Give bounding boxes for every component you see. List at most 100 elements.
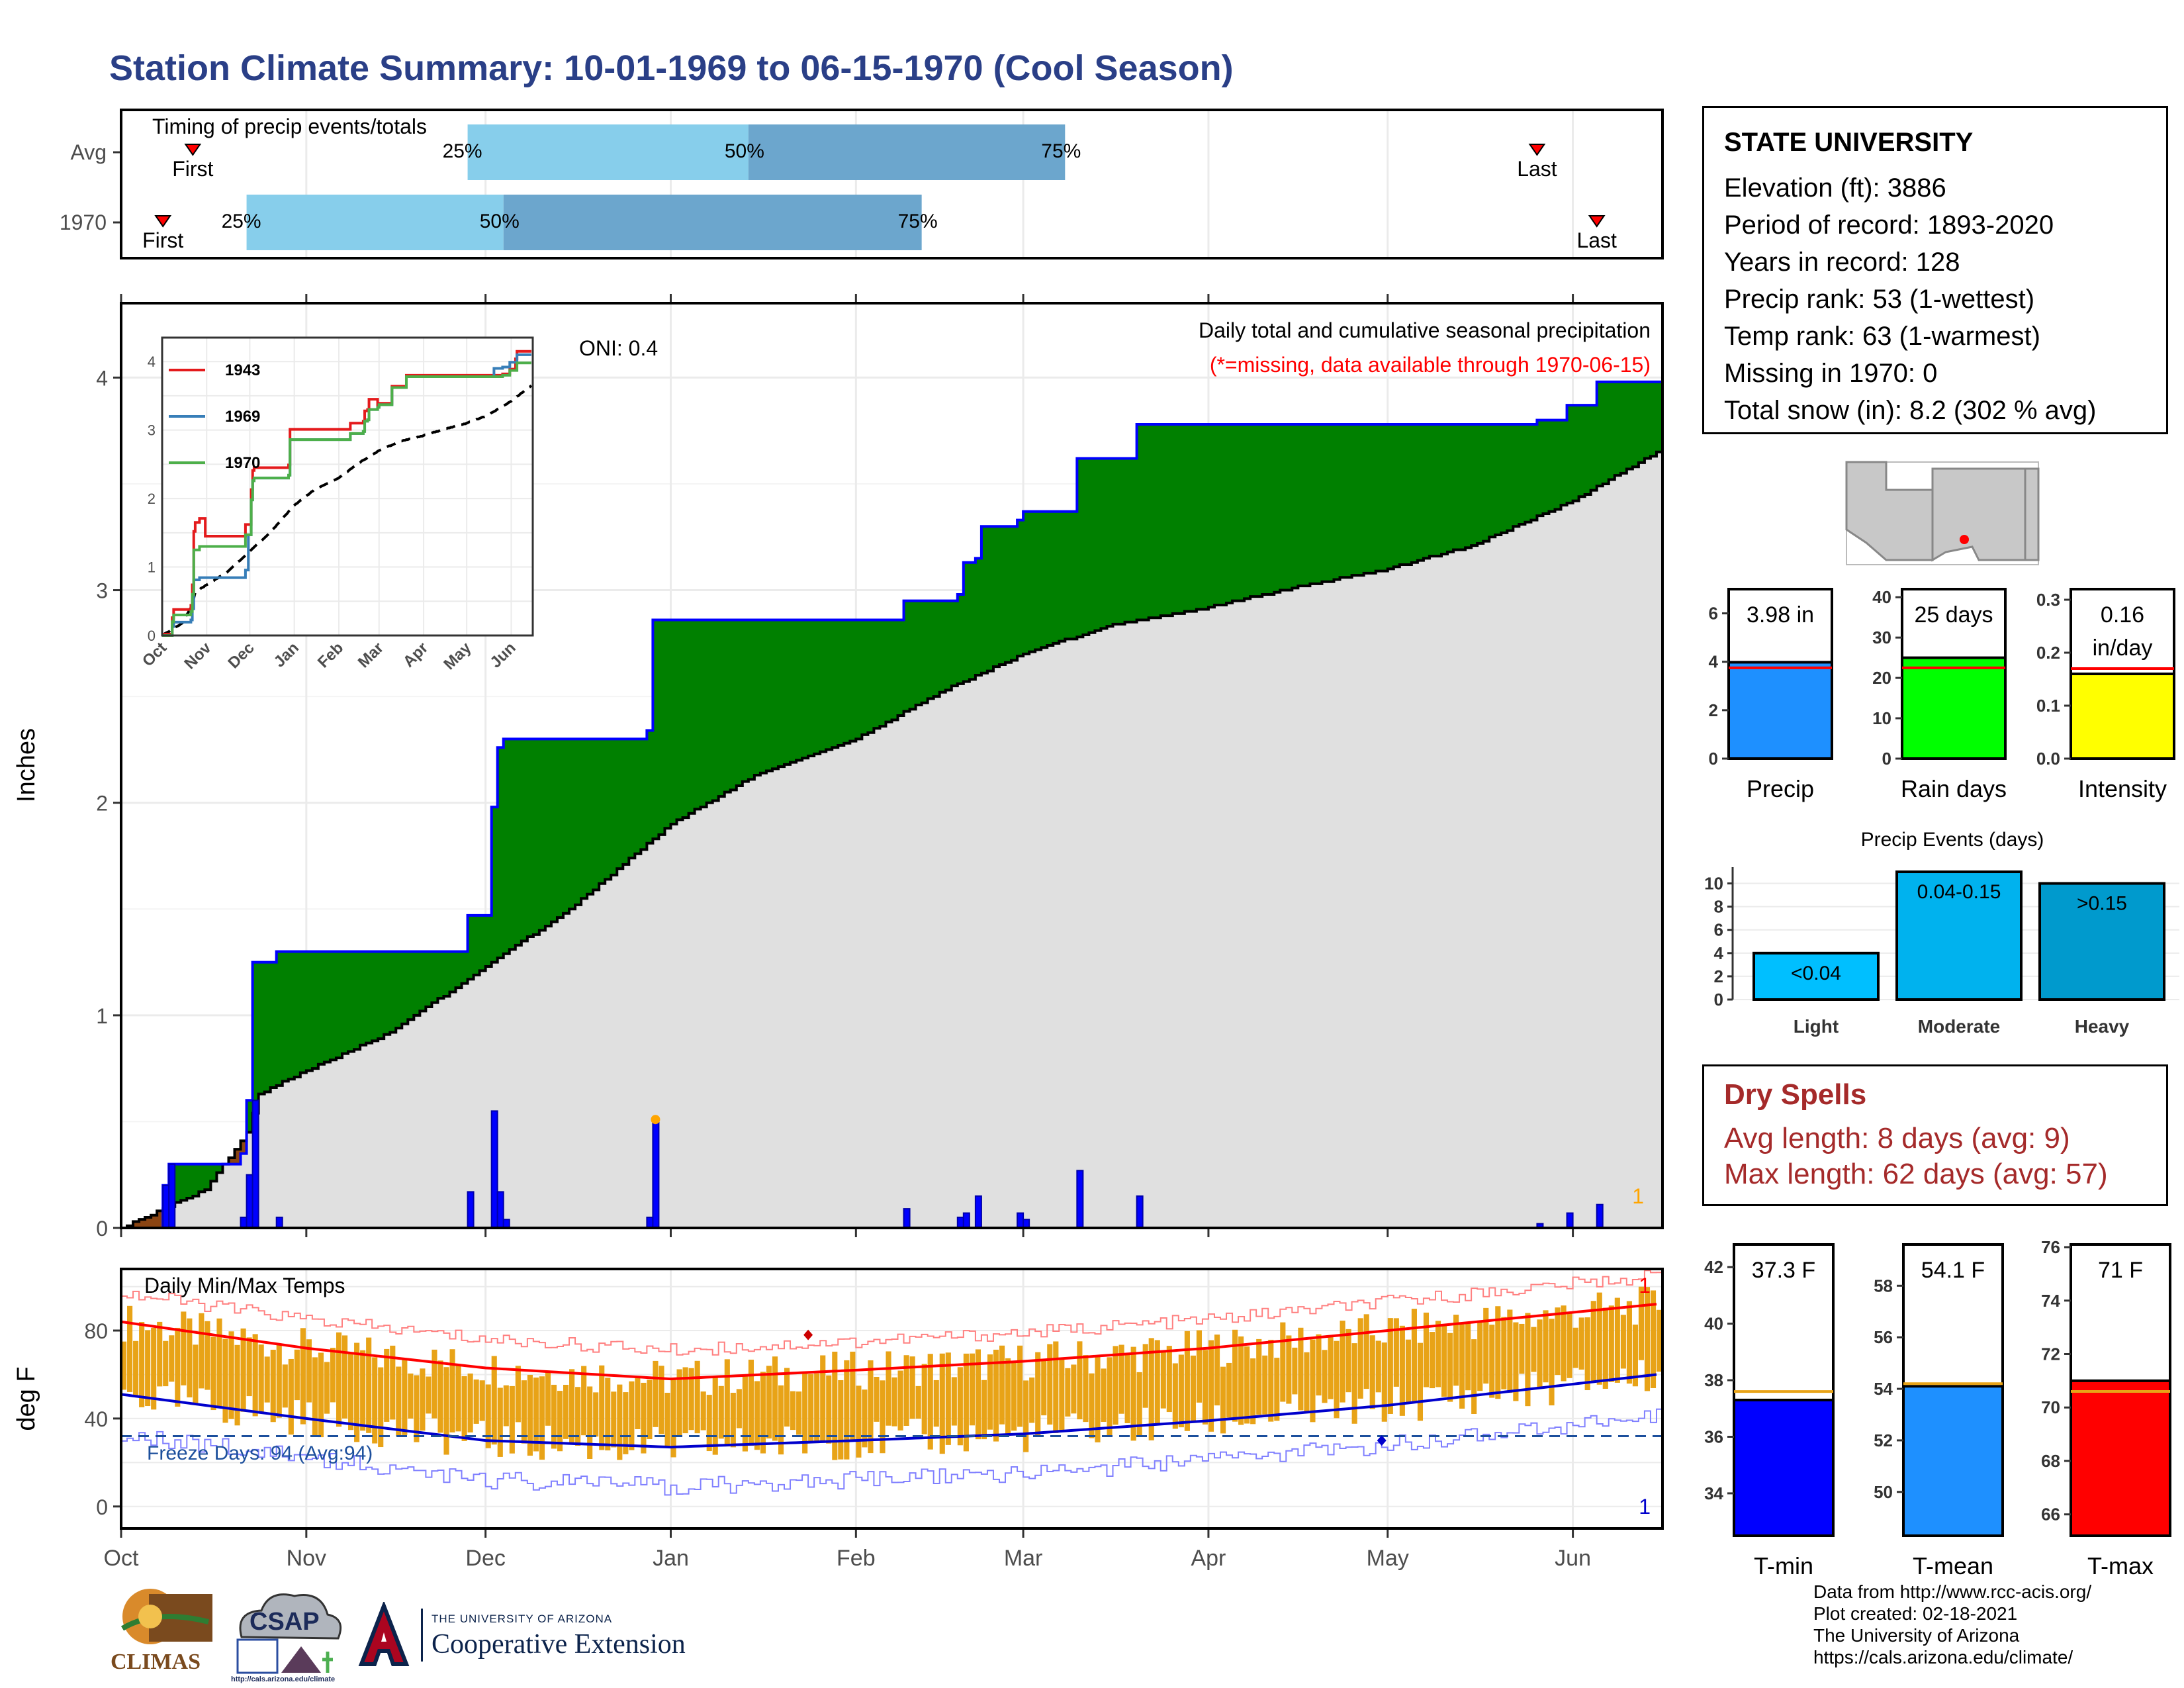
- daily-temp-bar: [497, 1387, 503, 1457]
- daily-temp-bar: [826, 1375, 832, 1444]
- daily-temp-bar: [1632, 1325, 1638, 1387]
- inset-bg: [162, 338, 533, 635]
- ua-extension-logo: THE UNIVERSITY OF ARIZONA Cooperative Ex…: [357, 1600, 748, 1668]
- daily-temp-bar: [1489, 1325, 1495, 1398]
- daily-temp-bar: [348, 1354, 354, 1430]
- daily-temp-bar: [1495, 1306, 1501, 1399]
- info-missing: Missing in 1970: 0: [1724, 359, 1938, 388]
- daily-temp-bar: [1572, 1327, 1578, 1368]
- daily-temp-bar: [366, 1337, 372, 1433]
- tmax-stat-tick-label: 68: [2041, 1451, 2060, 1471]
- daily-temp-bar: [856, 1385, 862, 1458]
- csap-logo-text: CSAP: [250, 1608, 320, 1636]
- daily-temp-bar: [1447, 1333, 1453, 1402]
- daily-temp-bar: [1077, 1341, 1083, 1420]
- daily-temp-bar: [312, 1357, 318, 1437]
- daily-temp-bar: [1166, 1346, 1172, 1413]
- daily-temp-bar: [1334, 1340, 1340, 1419]
- temp-ytick-label: 80: [84, 1319, 108, 1343]
- daily-temp-bar: [868, 1360, 874, 1454]
- daily-temp-bar: [820, 1355, 826, 1441]
- daily-temp-bar: [1148, 1338, 1154, 1440]
- timing-panel-frame: [120, 109, 1664, 259]
- timing-bar-25-50: [246, 195, 504, 250]
- timing-title: Timing of precip events/totals: [152, 115, 427, 138]
- daily-precip-bar: [1596, 1203, 1604, 1229]
- daily-temp-bar: [437, 1360, 443, 1433]
- daily-temp-bar: [706, 1395, 712, 1452]
- daily-temp-bar: [473, 1379, 479, 1424]
- daily-precip-bar: [496, 1191, 504, 1229]
- daily-precip-bar: [974, 1195, 982, 1229]
- daily-temp-bar: [1118, 1344, 1124, 1414]
- daily-temp-bar: [581, 1366, 587, 1436]
- daily-precip-bar: [1136, 1195, 1144, 1229]
- daily-temp-bar: [563, 1384, 569, 1439]
- daily-temp-bar: [1345, 1329, 1351, 1393]
- daily-temp-bar: [742, 1376, 748, 1452]
- missing-note: (*=missing, data available through 1970-…: [1210, 353, 1651, 377]
- daily-temp-bar: [181, 1311, 187, 1385]
- daily-temp-bar: [133, 1340, 139, 1397]
- daily-temp-bar: [1453, 1315, 1459, 1386]
- daily-temp-bar: [157, 1321, 163, 1387]
- daily-temp-bar: [1226, 1362, 1232, 1418]
- first-marker: [154, 215, 172, 228]
- daily-temp-bar: [1417, 1342, 1424, 1421]
- tmean-stat-tick-label: 50: [1874, 1482, 1893, 1502]
- oni-label: ONI: 0.4: [579, 336, 658, 360]
- daily-temp-bar: [682, 1367, 688, 1434]
- daily-temp-bar: [521, 1380, 527, 1444]
- daily-temp-bar: [1477, 1321, 1483, 1391]
- daily-temp-bar: [187, 1318, 193, 1397]
- daily-temp-bar: [1154, 1340, 1160, 1425]
- daily-precip-bar: [490, 1110, 498, 1229]
- daily-temp-bar: [449, 1349, 455, 1432]
- daily-temp-bar: [587, 1386, 593, 1459]
- tmean-stat-name-label: T-mean: [1913, 1552, 1993, 1579]
- daily-temp-bar: [1214, 1335, 1220, 1406]
- month-label: Nov: [287, 1546, 326, 1571]
- timing-p50-label: 50%: [480, 211, 520, 232]
- daily-temp-bar: [426, 1376, 432, 1414]
- daily-temp-bar: [378, 1367, 384, 1448]
- daily-temp-bar: [897, 1370, 903, 1430]
- daily-temp-bar: [1196, 1330, 1203, 1403]
- daily-temp-bar: [832, 1351, 838, 1460]
- daily-temp-bar: [909, 1356, 915, 1419]
- avg-cumulative-area: [121, 451, 1662, 1228]
- tmin-stat-name-label: T-min: [1754, 1552, 1813, 1579]
- tmin-stat-tick-label: 36: [1704, 1427, 1723, 1446]
- daily-temp-bar: [1351, 1343, 1357, 1424]
- precip-stat-tick-label: 0: [1709, 749, 1718, 769]
- daily-temp-bar: [199, 1313, 205, 1389]
- inset-ytick-label: 4: [148, 353, 156, 370]
- daily-temp-bar: [1142, 1344, 1148, 1408]
- precip-stat-tick-label: 4: [1709, 652, 1719, 672]
- dry-spells-max: Max length: 62 days (avg: 57): [1724, 1158, 2108, 1190]
- precip-ytick-label: 4: [96, 366, 108, 390]
- event-bar-label: <0.04: [1791, 962, 1841, 984]
- events-title: Precip Events (days): [1861, 829, 2044, 851]
- daily-temp-bar: [814, 1373, 820, 1444]
- timing-p50-label: 50%: [725, 140, 764, 162]
- daily-temp-bar: [700, 1391, 706, 1430]
- daily-temp-bar: [503, 1385, 509, 1427]
- daily-temp-bar: [790, 1391, 796, 1430]
- daily-temp-bar: [396, 1366, 402, 1436]
- daily-temp-bar: [617, 1384, 623, 1460]
- tmax-stat-value-label: 71 F: [2098, 1258, 2143, 1283]
- daily-temp-bar: [927, 1354, 933, 1450]
- daily-temp-bar: [736, 1389, 742, 1429]
- map-region-east: [2024, 467, 2040, 561]
- info-years: Years in record: 128: [1724, 248, 1960, 277]
- daily-temp-bar: [527, 1374, 533, 1456]
- daily-temp-bar: [1357, 1318, 1363, 1399]
- daily-temp-bar: [611, 1391, 617, 1448]
- daily-temp-bar: [1596, 1292, 1602, 1385]
- inset-ytick-label: 2: [148, 491, 156, 507]
- daily-precip-bar: [1566, 1212, 1574, 1229]
- footer-university: The University of Arizona: [1813, 1625, 2020, 1646]
- daily-temp-bar: [712, 1377, 718, 1455]
- daily-precip-bar: [652, 1121, 660, 1229]
